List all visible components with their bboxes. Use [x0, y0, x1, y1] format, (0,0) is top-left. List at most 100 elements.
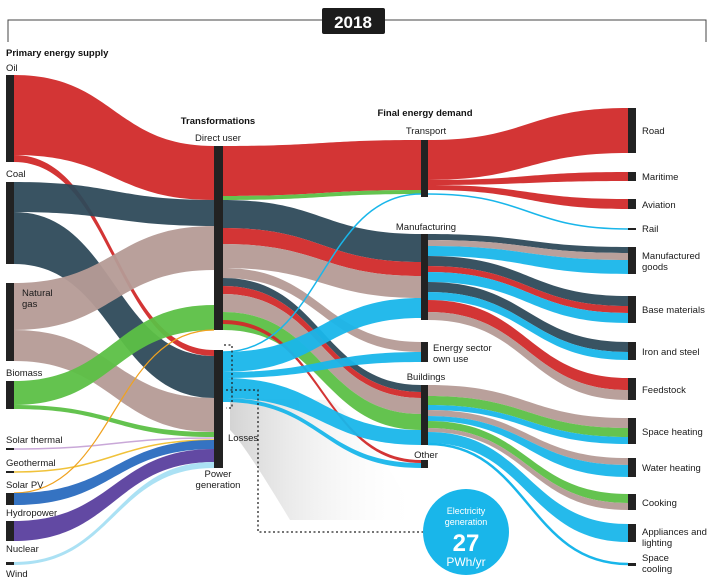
label-buildings: Buildings	[407, 372, 446, 383]
flow-coal-power	[14, 212, 214, 398]
flow-build-cook-2	[428, 428, 628, 510]
node-nuclear	[6, 562, 14, 565]
flow-gas-power	[14, 330, 214, 432]
node-coal	[6, 182, 14, 264]
flow-nuclear	[14, 462, 214, 565]
label-cooking: Cooking	[642, 498, 677, 509]
electricity-unit: PWh/yr	[446, 555, 485, 569]
flow-power-energy	[223, 352, 421, 378]
flow-build-heat-3	[428, 405, 628, 444]
flow-gas-direct	[14, 226, 214, 330]
flow-direct-buildings-gas	[223, 294, 421, 414]
flow-manuf-base-2	[428, 266, 628, 313]
label-manufactured-1: Manufactured	[642, 251, 700, 262]
node-manufacturing	[421, 234, 428, 320]
node-water-heating	[628, 458, 636, 477]
label-road: Road	[642, 126, 665, 137]
node-rail	[628, 228, 636, 230]
label-aviation: Aviation	[642, 200, 676, 211]
label-geothermal: Geothermal	[6, 458, 56, 469]
final-demand-header: Final energy demand	[377, 108, 472, 119]
flow-solar-thermal	[13, 437, 215, 450]
label-biomass: Biomass	[6, 368, 43, 379]
year-badge: 2018	[7, 8, 707, 42]
flow-build-water-1	[428, 410, 628, 465]
node-direct-user	[214, 146, 223, 330]
node-biomass	[6, 381, 14, 409]
node-base-materials	[628, 296, 636, 323]
flow-direct-buildings-bio	[223, 312, 421, 430]
flow-direct-manuf-gas	[223, 244, 421, 298]
label-oil: Oil	[6, 63, 18, 74]
electricity-dotted-path	[224, 344, 430, 533]
node-solar-pv	[6, 493, 14, 505]
flow-build-heat-1	[428, 385, 628, 428]
nodes-layer	[6, 75, 636, 566]
flow-build-water-2	[428, 416, 628, 477]
flow-coal-direct	[14, 182, 214, 226]
year-bracket	[7, 19, 707, 42]
node-geothermal	[6, 471, 14, 473]
node-iron-steel	[628, 342, 636, 360]
year-label: 2018	[334, 13, 372, 32]
node-other	[421, 460, 428, 468]
flow-direct-energy	[223, 268, 421, 352]
flow-hydropower	[14, 449, 214, 541]
label-coal: Coal	[6, 169, 26, 180]
label-cooling-2: cooling	[642, 564, 672, 575]
flow-build-heat-2	[428, 396, 628, 437]
primary-supply-header: Primary energy supply	[6, 48, 109, 59]
label-wind: Wind	[6, 569, 28, 580]
node-maritime	[628, 172, 636, 181]
flow-transport-maritime	[428, 172, 628, 185]
flow-biomass-power	[14, 405, 214, 437]
label-natural-gas-1: Natural	[22, 288, 53, 299]
electricity-generation-badge: Electricity generation 27 PWh/yr	[423, 489, 509, 575]
node-transport	[421, 140, 428, 197]
flow-manuf-goods-1	[428, 234, 628, 253]
transformations-header: Transformations	[181, 116, 255, 127]
label-direct-user: Direct user	[195, 133, 241, 144]
flow-power-other	[223, 398, 421, 468]
flow-direct-transport-gas	[223, 190, 421, 200]
flow-manuf-base-1	[428, 256, 628, 306]
node-appliances-lighting	[628, 524, 636, 542]
flow-manuf-feed-2	[428, 312, 628, 400]
flow-solar-pv-direct	[13, 329, 215, 494]
node-aviation	[628, 199, 636, 209]
label-water-heating: Water heating	[642, 463, 701, 474]
label-space-heating: Space heating	[642, 427, 703, 438]
label-appliances-1: Appliances and	[642, 527, 707, 538]
flow-direct-manuf-oil	[223, 228, 421, 276]
electricity-label-2: generation	[445, 517, 488, 527]
flow-direct-manuf-coal	[223, 200, 421, 262]
year-badge-box	[322, 8, 385, 34]
node-space-cooling	[628, 563, 636, 566]
flow-manuf-feed-1	[428, 300, 628, 390]
label-maritime: Maritime	[642, 172, 678, 183]
label-other: Other	[414, 450, 438, 461]
node-solar-thermal	[6, 448, 14, 450]
flow-biomass-direct	[14, 305, 214, 405]
flow-manuf-base-3	[428, 272, 628, 323]
label-solar-thermal: Solar thermal	[6, 435, 63, 446]
node-cooking	[628, 494, 636, 510]
flow-build-appl	[428, 432, 628, 542]
label-hydropower: Hydropower	[6, 508, 57, 519]
label-nuclear: Nuclear	[6, 544, 39, 555]
label-natural-gas-2: gas	[22, 299, 38, 310]
label-power-2: generation	[196, 480, 241, 491]
flow-direct-transport-oil	[223, 140, 421, 196]
label-appliances-2: lighting	[642, 538, 672, 549]
flow-direct-other	[223, 320, 421, 463]
electricity-circle	[423, 489, 509, 575]
flow-power-transport	[222, 193, 422, 353]
label-iron-steel: Iron and steel	[642, 347, 700, 358]
node-oil	[6, 75, 14, 162]
flow-oil-direct	[14, 75, 214, 200]
label-manufacturing: Manufacturing	[396, 222, 456, 233]
label-base-materials: Base materials	[642, 305, 705, 316]
flow-geothermal	[13, 439, 215, 473]
flow-transport-aviation	[428, 185, 628, 209]
